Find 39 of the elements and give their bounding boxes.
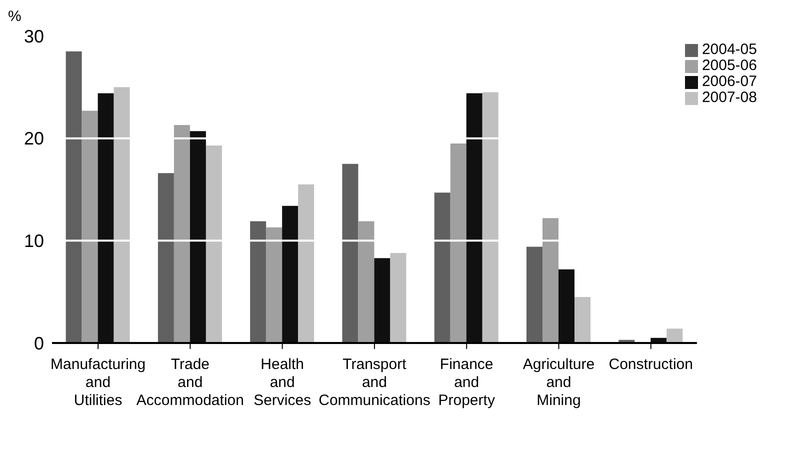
bar	[390, 252, 406, 343]
bar	[526, 246, 542, 343]
bar	[374, 258, 390, 343]
bar	[450, 143, 466, 343]
bar	[190, 131, 206, 343]
bar	[174, 125, 190, 343]
bar	[542, 218, 558, 343]
bar	[66, 51, 82, 343]
y-axis-title: %	[8, 8, 22, 25]
legend-label: 2005-06	[702, 57, 757, 74]
legend-label: 2004-05	[702, 41, 757, 58]
bar	[298, 184, 314, 343]
bar	[558, 269, 574, 343]
bar	[250, 221, 266, 343]
y-tick-label: 10	[24, 231, 44, 252]
y-tick-label: 0	[34, 333, 44, 354]
bar	[342, 164, 358, 343]
legend-label: 2007-08	[702, 89, 757, 106]
bar	[358, 221, 374, 343]
bar	[158, 173, 174, 343]
x-tick-label: Agriculture and Mining	[522, 356, 595, 409]
bar	[114, 87, 130, 343]
bar	[266, 227, 282, 343]
legend-label: 2006-07	[702, 73, 757, 90]
bar	[98, 93, 114, 343]
x-tick-label: Finance and Property	[438, 356, 496, 409]
y-tick-label: 30	[24, 26, 44, 46]
bar	[434, 192, 450, 343]
bar	[282, 206, 298, 343]
bar	[206, 145, 222, 343]
x-tick-label: Health and Services	[254, 356, 312, 409]
y-tick-label: 20	[24, 128, 44, 149]
bar	[666, 328, 683, 343]
bar	[574, 296, 590, 343]
x-tick-label: Transport and Communications	[318, 356, 430, 409]
bar	[82, 110, 98, 343]
bar	[466, 93, 482, 343]
x-tick-label: Construction	[608, 356, 693, 373]
bar	[482, 92, 498, 343]
